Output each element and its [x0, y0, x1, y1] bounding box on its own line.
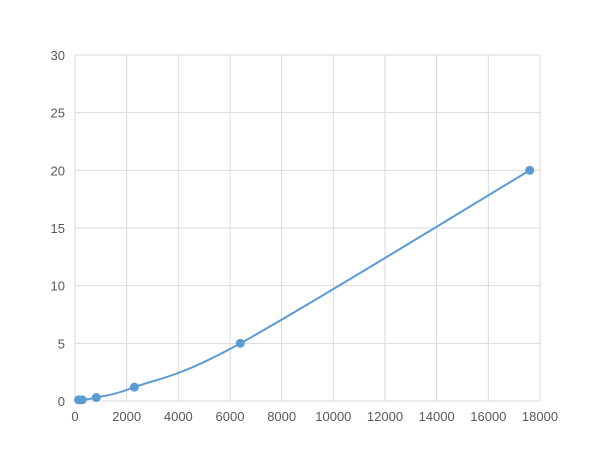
data-point — [77, 395, 87, 405]
y-tick-label: 15 — [51, 221, 65, 236]
x-tick-label: 18000 — [522, 409, 558, 424]
y-tick-label: 10 — [51, 279, 65, 294]
data-point — [129, 382, 139, 392]
y-tick-label: 30 — [51, 48, 65, 63]
y-tick-label: 20 — [51, 163, 65, 178]
y-tick-label: 5 — [58, 336, 65, 351]
x-tick-label: 6000 — [216, 409, 245, 424]
x-tick-label: 2000 — [112, 409, 141, 424]
x-tick-label: 14000 — [419, 409, 455, 424]
x-tick-label: 10000 — [315, 409, 351, 424]
x-tick-label: 12000 — [367, 409, 403, 424]
x-tick-label: 4000 — [164, 409, 193, 424]
x-tick-label: 8000 — [267, 409, 296, 424]
y-tick-label: 25 — [51, 106, 65, 121]
x-tick-label: 0 — [71, 409, 78, 424]
x-tick-label: 16000 — [470, 409, 506, 424]
data-point — [91, 393, 101, 403]
data-point — [235, 338, 245, 348]
data-point — [525, 165, 535, 175]
y-tick-label: 0 — [58, 394, 65, 409]
